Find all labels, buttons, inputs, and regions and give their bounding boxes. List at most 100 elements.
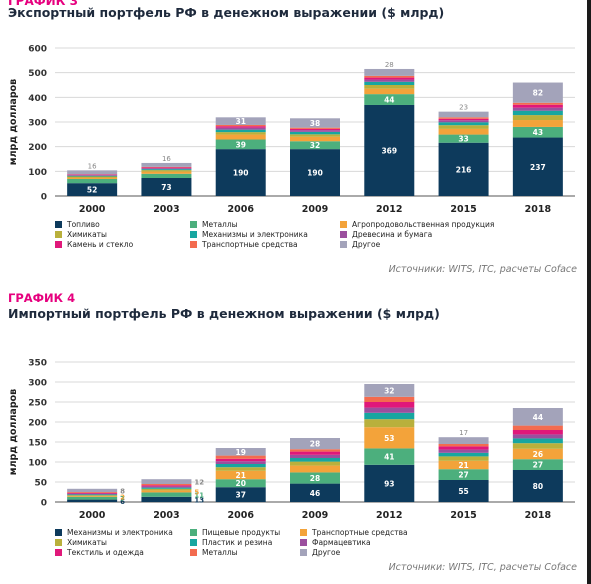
export-bar-segment [438,120,489,123]
export-data-label: 38 [310,119,320,128]
import-bar-segment [512,470,563,502]
export-bar-segment [438,117,489,119]
export-legend-swatch [340,241,347,248]
import-data-label: 53 [384,434,394,443]
export-legend-label: Химикаты [67,230,107,239]
import-legend-item: Фармацевтика [300,538,371,547]
import-bar-segment [141,496,192,502]
export-bar-segment [438,134,489,143]
import-legend-label: Другое [312,548,341,557]
export-bar-segment [364,104,415,196]
import-legend-label: Фармацевтика [312,538,371,547]
import-legend-item: Химикаты [55,538,107,547]
export-bar-segment [141,162,192,167]
export-data-label: 16 [88,162,97,170]
export-data-label: 39 [235,140,245,149]
import-bar-segment [67,492,118,494]
export-y-tick-label: 400 [28,94,47,104]
export-legend-label: Древесина и бумага [352,230,433,239]
import-x-tick-label: 2012 [376,510,402,521]
import-y-axis-label: млрд долларов [8,389,19,475]
import-bar-segment [364,402,415,408]
export-legend-item: Механизмы и электроника [190,230,308,239]
export-bar-segment [215,139,266,150]
import-legend-item: Пищевые продукты [190,528,280,537]
export-bar-segment [512,107,563,111]
import-bar-segment [141,486,192,488]
import-legend-item: Транспортные средства [300,528,408,537]
import-bar-segment [141,485,192,487]
export-data-label: 52 [87,186,97,195]
export-bar-segment [364,68,415,76]
export-bar-segment [215,129,266,133]
import-bar-segment [512,443,563,449]
import-data-label: 27 [533,461,543,470]
import-bar-segment [215,455,266,459]
import-bar-segment [438,452,489,457]
import-y-tick-label: 100 [28,459,47,469]
export-chart-source: Источники: WITS, ITC, расчеты Coface [388,264,577,275]
export-bar-segment [438,122,489,126]
import-data-label: 28 [310,440,320,449]
export-legend-label: Металлы [202,220,238,229]
import-bar-segment [512,434,563,439]
import-x-tick-label: 2018 [525,510,552,521]
export-y-tick-label: 300 [28,119,47,129]
export-y-axis-label: млрд долларов [8,79,19,165]
import-legend-label: Химикаты [67,538,107,547]
import-bar-segment [290,472,340,484]
export-y-tick-label: 200 [28,143,47,153]
export-bar-segment [67,177,118,179]
export-legend-swatch [190,221,197,228]
export-chart-label: ГРАФИК 3 [8,0,79,8]
import-bar-segment [438,446,489,450]
import-y-tick-label: 150 [28,439,47,449]
export-legend-label: Камень и стекло [67,240,134,249]
import-bar-segment [438,444,489,447]
export-legend-label: Другое [352,240,381,249]
export-bar-segment [141,173,192,178]
export-bar-segment [364,81,415,85]
import-y-tick-label: 300 [28,379,47,389]
export-x-tick-label: 2006 [227,204,254,215]
import-bar-segment [67,494,118,496]
export-bar-segment [67,176,118,178]
export-bar-segment [438,125,489,129]
export-data-label: 237 [530,163,546,172]
import-bar-segment [364,384,415,397]
import-bar-segment [215,461,266,464]
import-y-tick-label: 50 [34,479,47,489]
import-y-tick-label: 250 [28,399,47,409]
export-bar-segment [141,167,192,169]
import-data-label: 8 [120,487,125,495]
import-legend-swatch [190,539,197,546]
export-bar-segment [67,178,118,184]
export-legend-item: Агропродовольственная продукция [340,220,494,229]
export-bar-segment [141,170,192,172]
import-data-label: 7 [120,495,125,503]
import-legend-item: Текстиль и одежда [55,548,144,557]
import-bar-segment [67,492,118,493]
export-bar-segment [215,117,266,125]
import-bar-segment [141,479,192,484]
import-bar-segment [438,480,489,502]
export-bar-segment [438,142,489,196]
import-data-label: 20 [235,479,245,488]
export-bar-segment [141,168,192,170]
export-bar-segment [290,134,340,137]
import-data-label: 21 [458,461,468,470]
export-data-label: 73 [161,183,171,192]
import-data-label: 19 [235,448,245,457]
import-bar-segment [215,448,266,456]
export-chart-title: Экспортный портфель РФ в денежном выраже… [8,5,445,20]
import-bar-segment [67,496,118,497]
export-bar-segment [215,132,266,135]
import-data-label: 26 [533,450,543,459]
export-bar-segment [67,183,118,196]
import-data-label: 27 [458,471,468,480]
import-legend-item: Другое [300,548,340,557]
export-y-tick-label: 100 [28,168,47,178]
import-bar-segment [67,499,118,502]
import-data-label: 2 [120,493,125,501]
import-bar-segment [67,495,118,496]
